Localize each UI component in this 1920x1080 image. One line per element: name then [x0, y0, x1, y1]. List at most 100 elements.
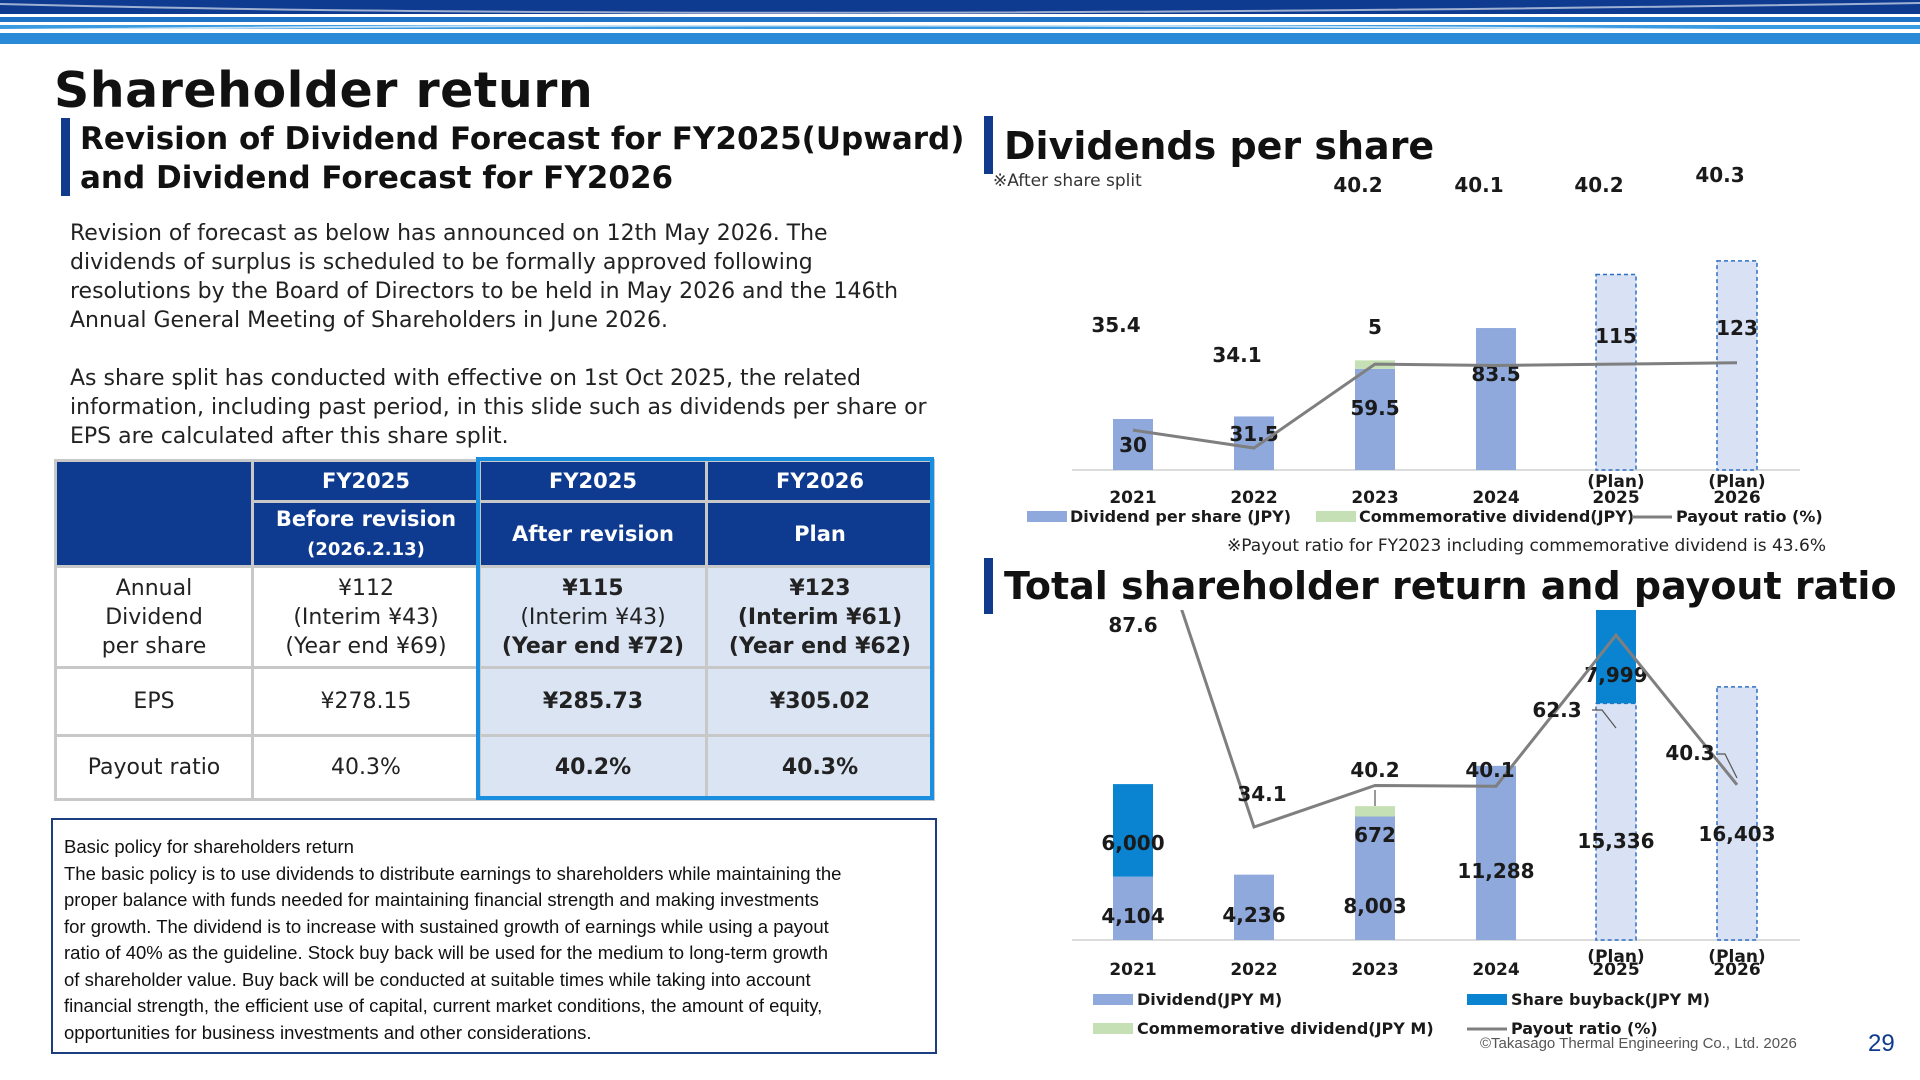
- table-subheader-row: Before revision (2026.2.13) After revisi…: [56, 500, 935, 568]
- x-tick-label: 2021: [1109, 960, 1156, 980]
- table-row: EPS ¥278.15 ¥285.73 ¥305.02: [54, 666, 935, 737]
- policy-line: for growth. The dividend is to increase …: [64, 915, 829, 937]
- commemorative-bar: [1355, 806, 1395, 817]
- dividend-value-label: 11,288: [1457, 859, 1534, 883]
- payout-ratio-label: 40.3: [1665, 741, 1714, 765]
- cell-line: ¥123: [789, 575, 851, 601]
- row-label-line: Annual: [115, 575, 193, 601]
- legend-label: Payout ratio (%): [1511, 1019, 1658, 1038]
- total-return-chart: 4,104 4,236 8,003 11,288 15,336 16,403 672 6,00…: [1072, 610, 1800, 1038]
- dividend-value-label: 4,104: [1101, 904, 1164, 928]
- x-tick-label: 2024: [1472, 488, 1519, 508]
- legend-swatch-dividend: [1093, 994, 1133, 1005]
- dividend-bar: [1716, 260, 1758, 471]
- payout-ratio-label: 34.1: [1237, 782, 1286, 806]
- policy-line: opportunities for business investments a…: [64, 1021, 592, 1043]
- dividend-bar: [1716, 686, 1758, 941]
- dividend-value-label: 16,403: [1698, 822, 1775, 846]
- dividend-value-label: 4,236: [1222, 903, 1285, 927]
- payout-ratio-line: [1132, 361, 1738, 450]
- chart1-footnote: ※Payout ratio for FY2023 including comme…: [1227, 536, 1827, 556]
- payout-ratio-label: 35.4: [1091, 313, 1140, 337]
- legend-label: Payout ratio (%): [1676, 507, 1823, 526]
- legend-label: Dividend per share (JPY): [1070, 507, 1291, 526]
- label-leader-line: [1592, 709, 1617, 729]
- cell-line: (Interim ¥43): [293, 604, 439, 630]
- payout-ratio-label: 87.6: [1108, 613, 1157, 637]
- page-title: Shareholder return: [54, 62, 594, 119]
- commemorative-label: 5: [1368, 315, 1382, 339]
- row-label: Payout ratio: [54, 734, 254, 801]
- legend-swatch-commemorative: [1316, 511, 1356, 522]
- dividend-bar: [1355, 816, 1395, 940]
- chart1-title: Dividends per share: [1004, 124, 1435, 168]
- table-cell: ¥123 (Interim ¥61) (Year end ¥62): [705, 565, 935, 669]
- table-subheader: After revision: [478, 500, 708, 568]
- dividend-bar: [1234, 416, 1274, 470]
- dividend-bar: [1595, 273, 1637, 471]
- intro-text: Revision of forecast as below has announ…: [70, 219, 940, 480]
- dividend-bar: [1476, 328, 1516, 470]
- payout-ratio-label: 40.2: [1350, 758, 1399, 782]
- x-tick-label: 2022: [1230, 960, 1277, 980]
- table-subheader: Before revision (2026.2.13): [251, 500, 481, 568]
- legend-label: Share buyback(JPY M): [1511, 990, 1710, 1009]
- dividend-bar: [1595, 702, 1637, 941]
- header-band: [0, 0, 1920, 44]
- table-cell: ¥278.15: [251, 666, 481, 737]
- buyback-bar: [1113, 784, 1153, 877]
- heading-line: Revision of Dividend Forecast for FY2025…: [80, 121, 965, 157]
- buyback-value-label: 6,000: [1101, 831, 1164, 855]
- label-leader-line: [1718, 753, 1738, 779]
- x-tick-label: 2022: [1230, 488, 1277, 508]
- table-subheader: Plan: [705, 500, 935, 568]
- policy-line: financial strength, the efficient use of…: [64, 995, 823, 1016]
- dividend-bar: [1476, 765, 1516, 940]
- x-tick-label: 2021: [1109, 488, 1156, 508]
- dividend-value-label: 15,336: [1577, 829, 1654, 853]
- table-cell: ¥115 (Interim ¥43) (Year end ¥72): [478, 565, 708, 669]
- payout-ratio-label: 40.1: [1465, 758, 1514, 782]
- dividend-table: FY2025 FY2025 FY2026 Before revision (20…: [54, 459, 935, 801]
- bar-value-label: 59.5: [1350, 396, 1399, 420]
- x-tick-label: 2025: [1592, 960, 1639, 980]
- bar-value-label: 31.5: [1229, 422, 1278, 446]
- heading-line: and Dividend Forecast for FY2026: [80, 160, 674, 196]
- legend-swatch-dividend: [1027, 511, 1067, 522]
- table-cell: 40.3%: [251, 734, 481, 801]
- bar-value-label: 123: [1716, 316, 1758, 340]
- table-col-header: FY2025: [478, 459, 708, 503]
- payout-ratio-label: 62.3: [1532, 698, 1581, 722]
- bar-value-label: 30: [1119, 433, 1147, 457]
- table-cell: ¥112 (Interim ¥43) (Year end ¥69): [251, 565, 481, 669]
- payout-ratio-label: 40.1: [1454, 173, 1503, 197]
- payout-ratio-label: 40.2: [1333, 173, 1382, 197]
- payout-ratio-line: [1180, 610, 1739, 829]
- policy-line: of shareholder value. Buy back will be c…: [64, 968, 811, 990]
- intro-paragraph: As share split has conducted with effect…: [70, 366, 927, 449]
- payout-ratio-label: 40.2: [1574, 173, 1623, 197]
- dividend-bar: [1113, 876, 1153, 940]
- copyright-text: ©Takasago Thermal Engineering Co., Ltd. …: [1480, 1035, 1797, 1052]
- buyback-value-label: 7,999: [1584, 663, 1647, 687]
- section-accent-bar: [61, 118, 70, 196]
- legend-label: Commemorative dividend(JPY M): [1137, 1019, 1434, 1038]
- x-tick-label: 2024: [1472, 960, 1519, 980]
- dividend-bar: [1234, 874, 1274, 940]
- page-number: 29: [1868, 1030, 1895, 1057]
- left-section-heading: Revision of Dividend Forecast for FY2025…: [80, 120, 964, 198]
- cell-line: (Interim ¥61): [737, 604, 903, 630]
- plan-note-label: (Plan): [1587, 947, 1644, 967]
- dividend-value-label: 8,003: [1343, 894, 1406, 918]
- cell-line: ¥115: [562, 575, 624, 601]
- legend-swatch-commemorative: [1093, 1023, 1133, 1034]
- table-cell: ¥305.02: [705, 666, 935, 737]
- commemorative-label: 672: [1354, 823, 1396, 847]
- x-tick-label: 2026: [1713, 488, 1760, 508]
- table-cell: ¥285.73: [478, 666, 708, 737]
- cell-line: ¥112: [338, 575, 394, 601]
- x-tick-label: 2026: [1713, 960, 1760, 980]
- x-tick-label: 2023: [1351, 960, 1398, 980]
- plan-note-label: (Plan): [1708, 947, 1765, 967]
- table-row: Annual Dividend per share ¥112 (Interim …: [54, 565, 935, 669]
